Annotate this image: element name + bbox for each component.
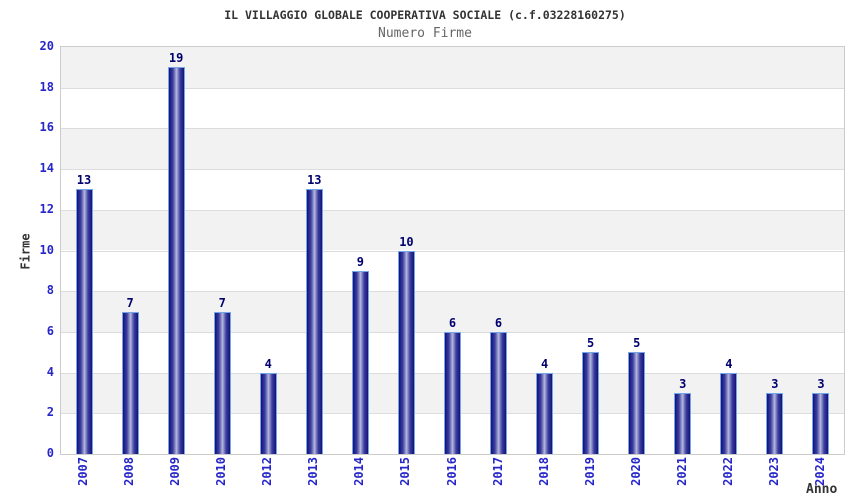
plot-band — [61, 209, 844, 251]
bar-value-label: 4 — [264, 356, 272, 371]
x-tick-label: 2019 — [582, 457, 597, 486]
x-tick-label: 2020 — [628, 457, 643, 486]
bar-value-label: 3 — [817, 376, 825, 391]
bar-value-label: 4 — [540, 356, 549, 371]
y-tick-label: 0 — [46, 446, 54, 460]
bar-value-label: 7 — [218, 295, 226, 310]
bar-2009 — [167, 67, 185, 454]
bar-value-label: 13 — [76, 173, 92, 188]
bar-2013 — [305, 189, 323, 454]
bar-value-label: 3 — [771, 376, 779, 391]
y-tick-label: 10 — [39, 242, 54, 257]
y-tick-label: 12 — [39, 201, 54, 216]
x-tick-label: 2021 — [674, 457, 689, 486]
bar-value-label: 7 — [126, 295, 134, 310]
y-tick-label: 16 — [39, 120, 54, 135]
y-tick-label: 18 — [39, 79, 54, 94]
x-tick-label: 2009 — [168, 457, 183, 486]
plot-band — [61, 250, 844, 292]
plot-band — [61, 87, 844, 129]
bar-value-label: 10 — [399, 234, 414, 249]
y-tick-label: 8 — [46, 283, 54, 298]
y-tick-label: 6 — [46, 323, 54, 338]
x-tick-label: 2016 — [444, 457, 459, 486]
plot-band — [61, 47, 844, 88]
chart-subtitle: Numero Firme — [378, 26, 472, 41]
bar-2010 — [213, 311, 231, 454]
bar-2016 — [444, 331, 461, 454]
plot-band — [61, 128, 844, 170]
bar-2015 — [397, 250, 415, 454]
gridline — [61, 128, 844, 130]
bar-2024 — [812, 392, 830, 454]
plot-band — [61, 169, 844, 210]
bar-2022 — [720, 372, 738, 454]
bar-value-label: 4 — [725, 356, 733, 371]
x-tick-label: 2013 — [306, 457, 321, 486]
bar-value-label: 3 — [679, 376, 687, 391]
bar-2008 — [121, 311, 139, 454]
bar-2014 — [351, 270, 369, 454]
bar-2007 — [75, 189, 93, 454]
bar-value-label: 6 — [494, 315, 503, 330]
chart-title: IL VILLAGGIO GLOBALE COOPERATIVA SOCIALE… — [224, 8, 626, 22]
x-tick-label: 2015 — [398, 457, 413, 486]
x-tick-label: 2010 — [214, 457, 229, 486]
bar-2012 — [259, 372, 277, 454]
x-tick-label: 2014 — [352, 457, 367, 486]
y-tick-label: 4 — [46, 364, 54, 379]
bar-value-label: 5 — [633, 336, 641, 351]
bar-2019 — [582, 352, 600, 454]
x-tick-label: 2018 — [536, 457, 551, 486]
bar-value-label: 5 — [587, 336, 595, 351]
gridline — [61, 250, 844, 252]
bar-2021 — [674, 392, 692, 454]
gridline — [61, 291, 844, 293]
bar-2020 — [628, 352, 646, 454]
gridline — [61, 209, 844, 211]
bar-value-label: 19 — [168, 51, 184, 66]
bar-2023 — [766, 392, 784, 454]
y-tick-label: 14 — [39, 161, 54, 176]
bar-value-label: 13 — [307, 173, 322, 188]
y-tick-label: 20 — [39, 39, 54, 53]
x-tick-label: 2007 — [76, 457, 91, 486]
x-tick-label: 2022 — [720, 457, 735, 486]
x-tick-label: 2023 — [766, 457, 781, 486]
x-tick-label: 2017 — [490, 457, 505, 486]
bar-value-label: 9 — [356, 254, 364, 269]
gridline — [61, 169, 844, 171]
bar-2017 — [490, 331, 508, 454]
x-tick-label: 2008 — [122, 457, 137, 486]
x-axis-title: Anno — [806, 482, 838, 497]
y-tick-label: 2 — [46, 405, 54, 420]
x-tick-label: 2012 — [260, 457, 275, 486]
bar-value-label: 6 — [448, 315, 457, 330]
gridline — [61, 87, 844, 89]
plot-area: 13 7 19 7 4 13 9 10 6 6 4 5 5 3 4 3 3 — [60, 46, 845, 455]
bar-2018 — [536, 372, 554, 454]
plot-band — [61, 291, 844, 332]
